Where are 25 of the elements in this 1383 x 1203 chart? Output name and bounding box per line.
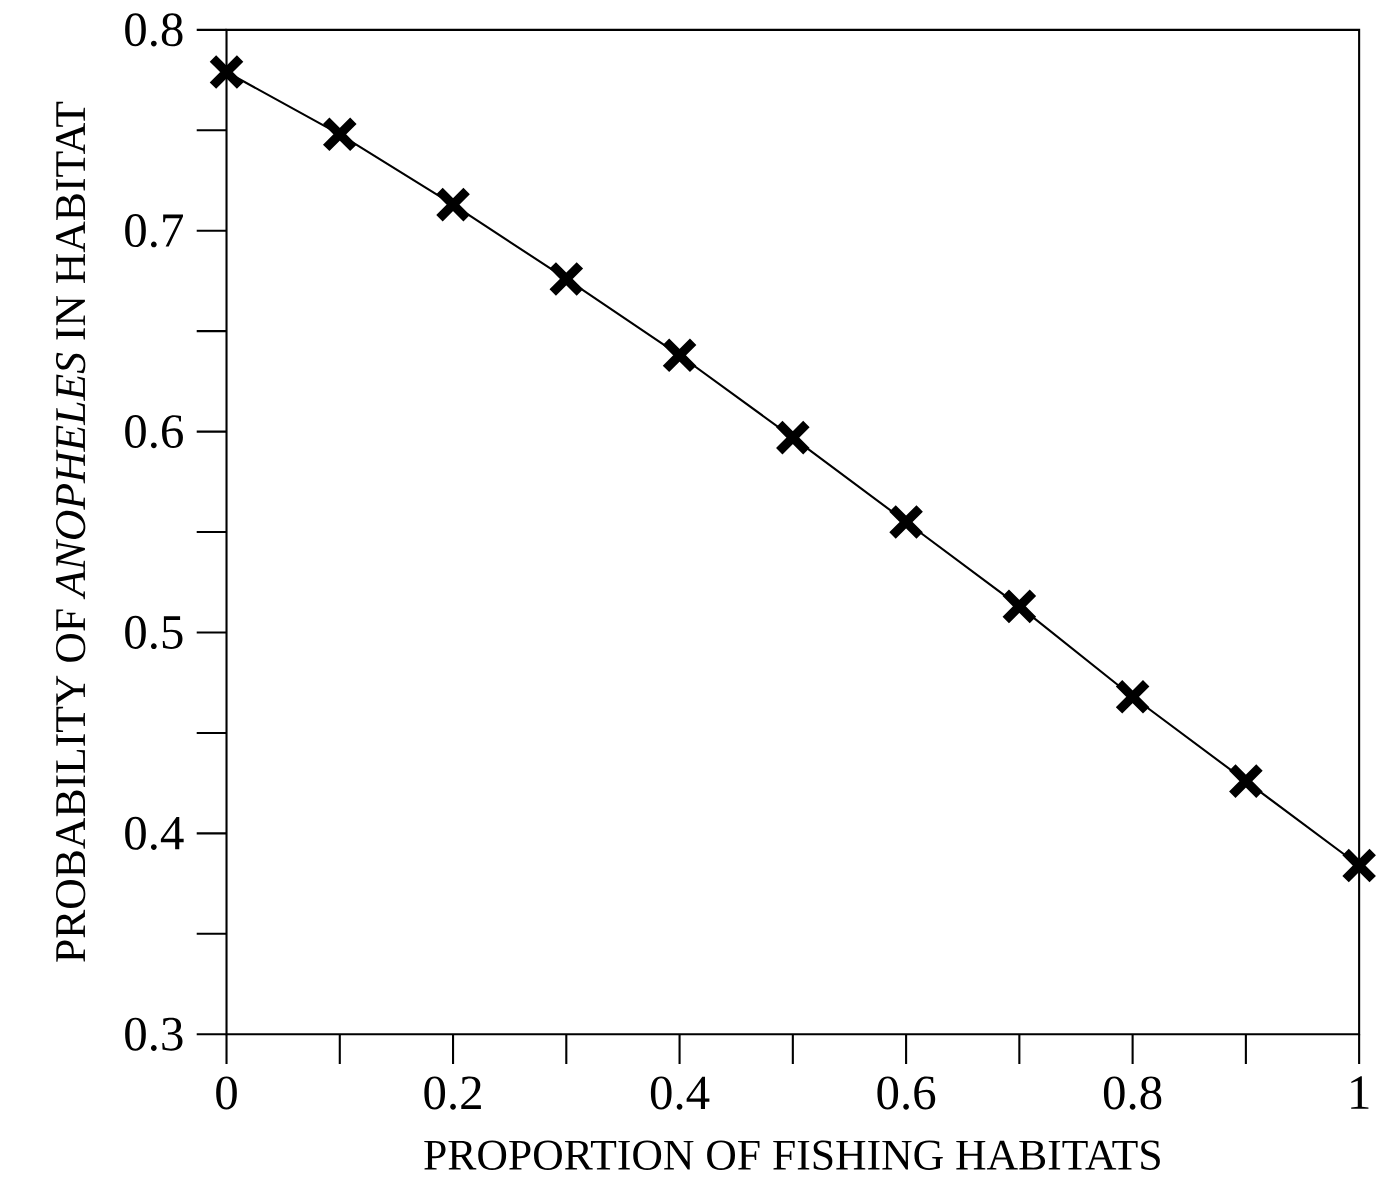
point [548, 260, 585, 297]
point [1227, 762, 1264, 800]
x-tick-label: 0.2 [424, 1076, 481, 1110]
y-tick-label: 0.8 [125, 13, 183, 47]
point [434, 186, 472, 223]
x-tick-label: 0.6 [877, 1076, 936, 1110]
x-axis-title: PROPORTION OF FISHING HABITATS [424, 1140, 1160, 1170]
y-tick-label: 0.5 [125, 615, 183, 650]
point [1114, 678, 1151, 715]
point [1001, 588, 1038, 625]
point [321, 116, 358, 153]
y-tick-label: 0.6 [125, 414, 183, 449]
x-tick-label: 0 [216, 1076, 237, 1110]
point [887, 503, 925, 541]
x-tick-label: 0.4 [650, 1076, 710, 1110]
y-tick-label: 0.7 [125, 214, 183, 248]
point [1341, 847, 1378, 884]
y-tick-label: 0.3 [125, 1017, 183, 1051]
point [208, 53, 245, 91]
y-tick-label: 0.4 [125, 816, 184, 850]
x-tick-label: 0.8 [1103, 1076, 1162, 1110]
point [661, 337, 698, 374]
point [774, 419, 811, 456]
y-axis-title: PROBABILITY OF ANOPHELES IN HABITAT [55, 101, 86, 962]
x-tick-label: 1 [1351, 1076, 1369, 1109]
